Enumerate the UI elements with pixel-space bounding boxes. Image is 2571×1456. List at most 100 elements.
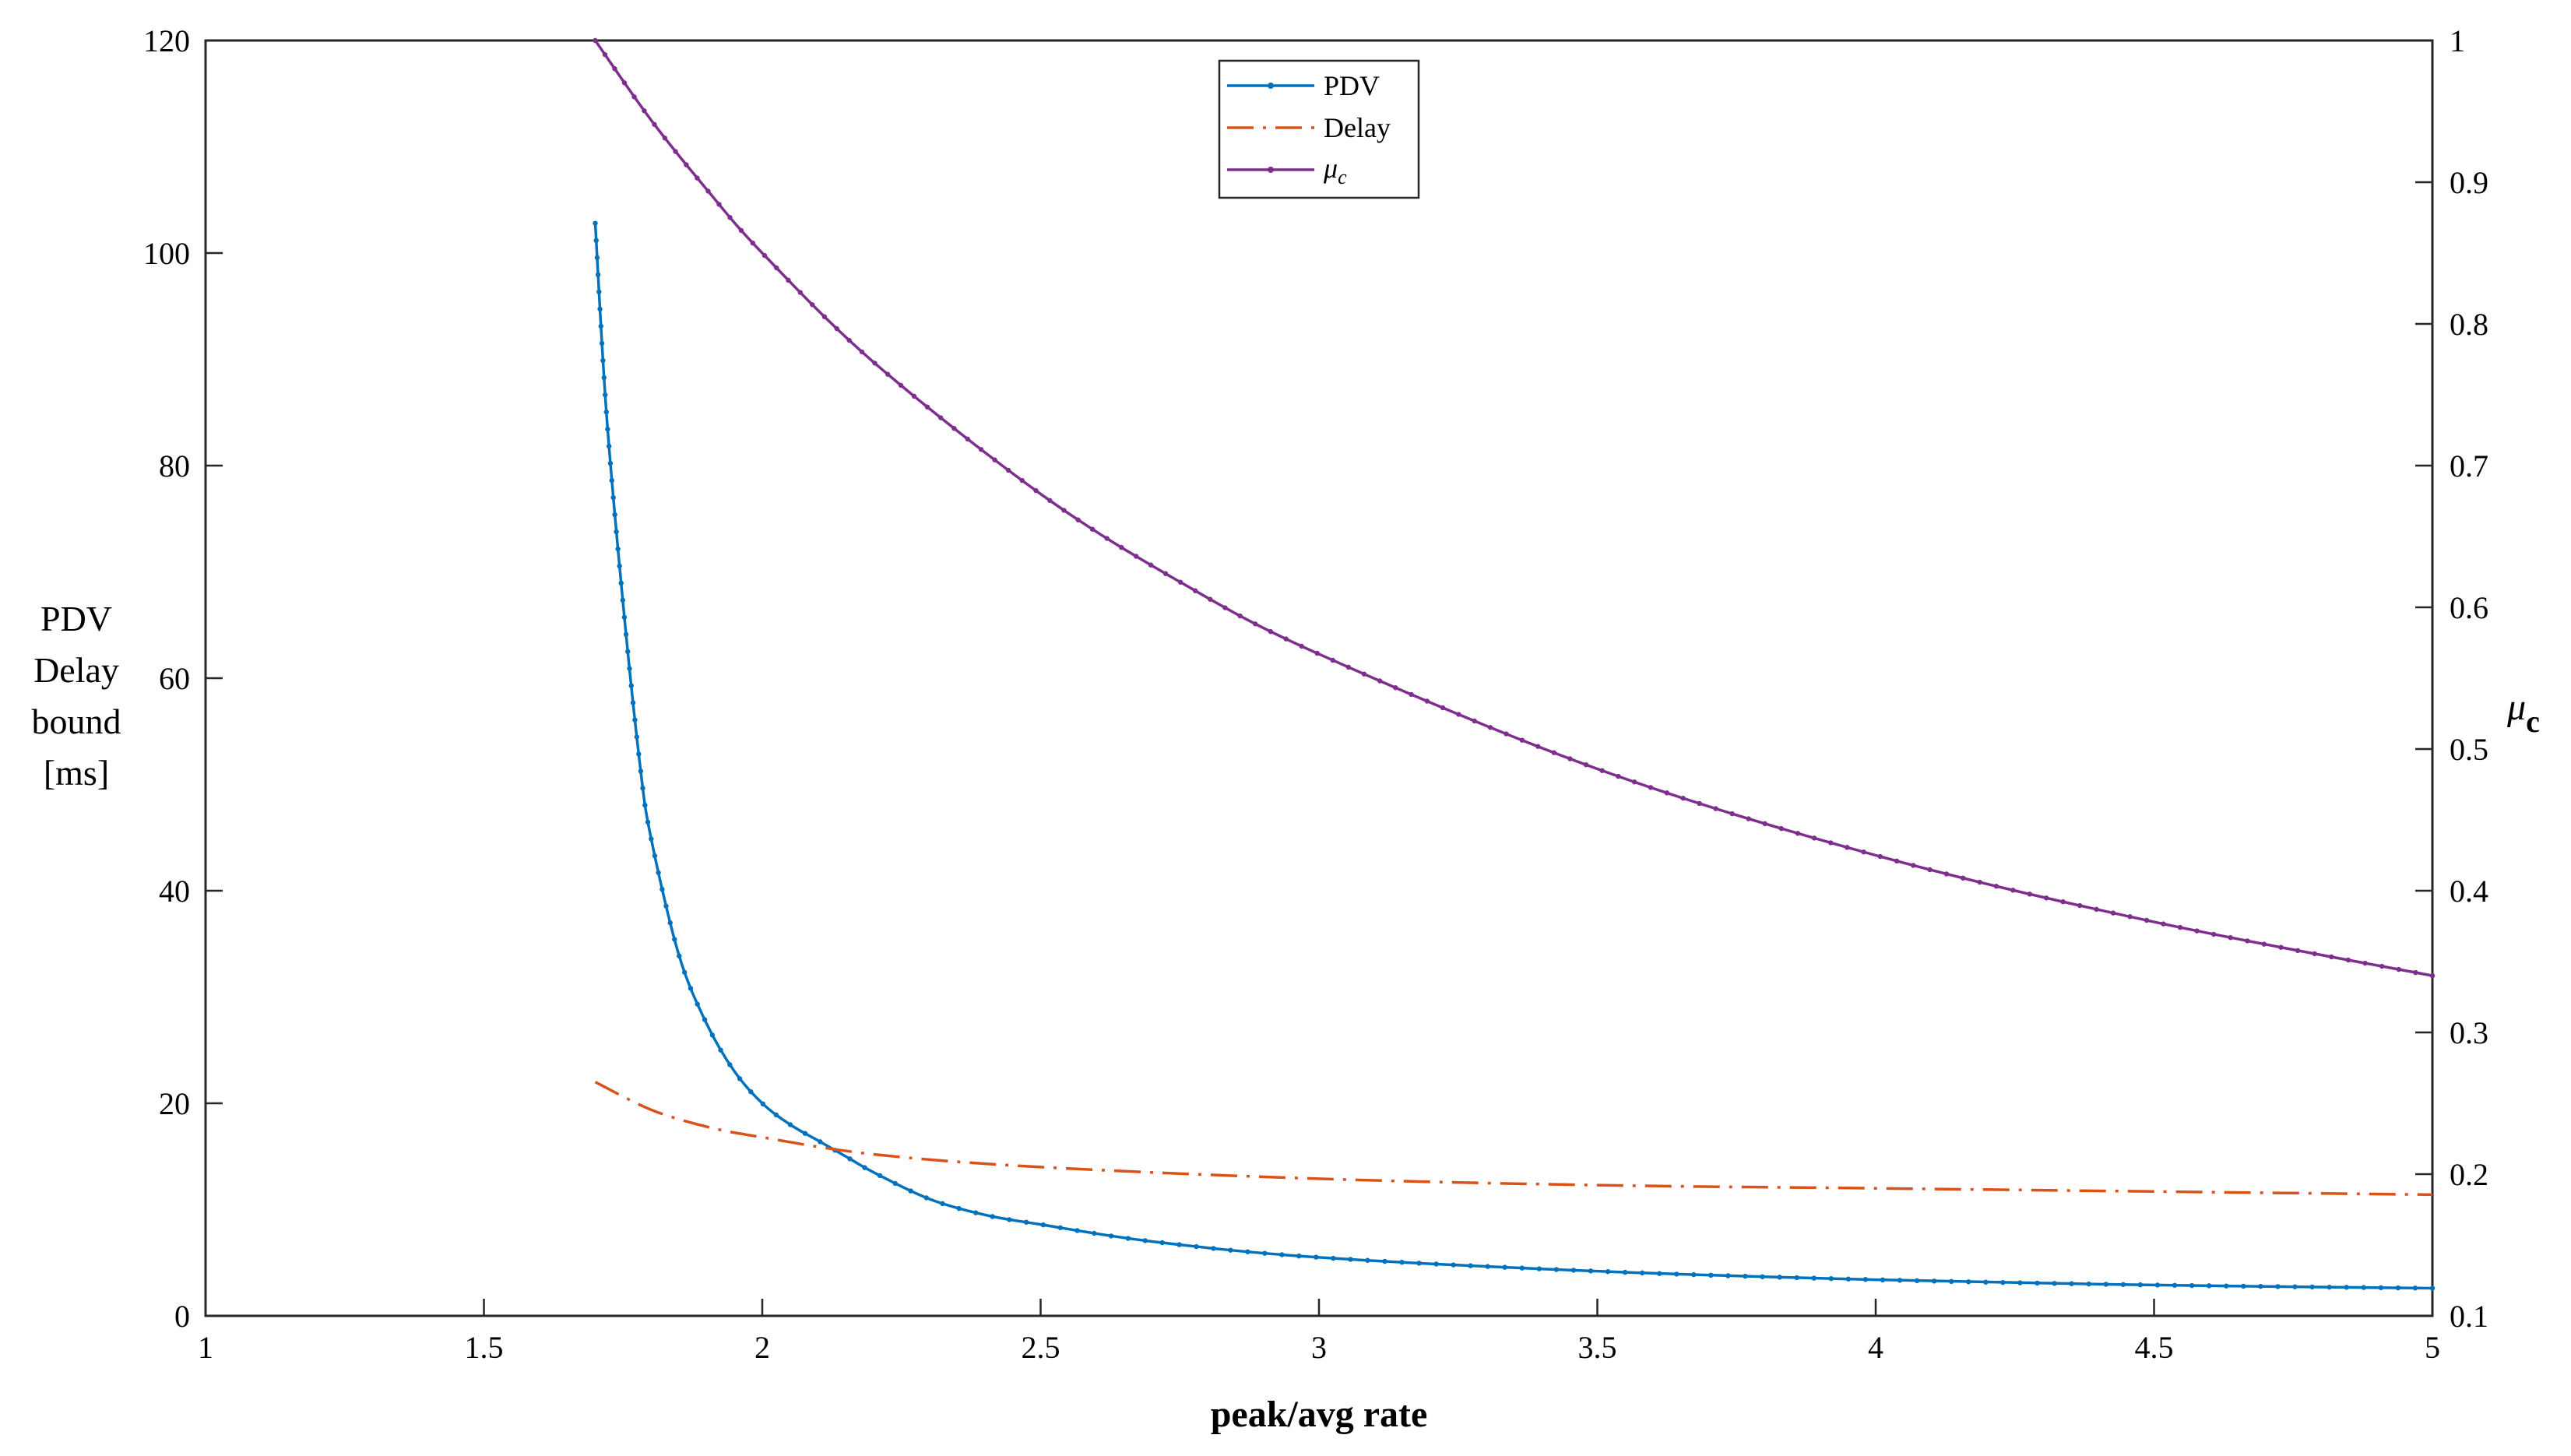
series-marker-mu-c: [642, 108, 647, 114]
series-marker-pdv: [594, 255, 600, 261]
series-marker-pdv: [632, 717, 638, 723]
series-marker-pdv: [601, 375, 607, 381]
series-marker-mu-c: [1299, 643, 1304, 649]
series-marker-mu-c: [2127, 914, 2133, 920]
series-marker-pdv: [2395, 1285, 2401, 1291]
series-marker-pdv: [628, 683, 634, 688]
series-marker-pdv: [1622, 1269, 1628, 1275]
series-marker-pdv: [603, 392, 608, 398]
series-marker-mu-c: [1089, 526, 1096, 532]
series-marker-mu-c: [695, 175, 700, 181]
series-marker-pdv: [2327, 1284, 2332, 1290]
series-marker-pdv: [1674, 1271, 1679, 1277]
series-marker-mu-c: [1519, 737, 1525, 743]
series-marker-pdv: [1176, 1242, 1182, 1247]
series-marker-mu-c: [1047, 498, 1053, 504]
x-axis-title: peak/avg rate: [1211, 1394, 1428, 1435]
series-marker-pdv: [1914, 1278, 1920, 1284]
series-marker-pdv: [1125, 1236, 1131, 1241]
series-marker-mu-c: [1237, 613, 1243, 619]
right-y-tick-label: 0.6: [2450, 590, 2488, 625]
series-marker-pdv: [1331, 1255, 1336, 1261]
series-marker-pdv: [1245, 1249, 1250, 1254]
series-marker-mu-c: [1033, 487, 1039, 494]
series-marker-pdv: [718, 1047, 723, 1053]
series-marker-pdv: [2224, 1283, 2229, 1289]
series-mu-c: [593, 37, 2436, 979]
legend-label-pdv: PDV: [1324, 70, 1380, 101]
series-marker-mu-c: [821, 314, 828, 319]
series-marker-pdv: [688, 986, 694, 991]
series-marker-mu-c: [684, 162, 689, 167]
series-marker-mu-c: [2295, 948, 2301, 954]
series-marker-mu-c: [1811, 835, 1817, 841]
series-line-mu-c: [594, 39, 2433, 977]
series-marker-mu-c: [1504, 731, 1509, 737]
series-marker-mu-c: [1268, 628, 1274, 635]
series-marker-pdv: [597, 306, 603, 312]
series-marker-mu-c: [727, 215, 733, 220]
series-marker-mu-c: [1104, 536, 1110, 541]
series-marker-pdv: [652, 853, 658, 859]
series-marker-pdv: [2120, 1282, 2126, 1287]
series-marker-pdv: [2172, 1282, 2178, 1288]
series-marker-mu-c: [1148, 562, 1154, 568]
series-marker-pdv: [593, 237, 599, 244]
series-marker-pdv: [1057, 1225, 1063, 1230]
series-marker-mu-c: [992, 457, 997, 462]
legend-entry-delay: Delay: [1227, 112, 1391, 143]
right-y-tick-label: 0.9: [2450, 165, 2488, 200]
series-marker-pdv: [862, 1165, 867, 1170]
series-marker-pdv: [1862, 1277, 1869, 1282]
left-y-tick-label: 0: [174, 1299, 190, 1334]
series-marker-mu-c: [602, 51, 608, 58]
series-marker-mu-c: [2329, 954, 2334, 960]
series-marker-pdv: [1536, 1266, 1542, 1271]
series-marker-mu-c: [1927, 867, 1933, 873]
series-marker-mu-c: [1778, 825, 1784, 832]
series-marker-mu-c: [786, 277, 791, 283]
series-marker-pdv: [2429, 1285, 2436, 1291]
series-marker-pdv: [2292, 1284, 2298, 1289]
series-marker-pdv: [2052, 1281, 2057, 1286]
x-axis-ticks: 1 1.5 2 2.5 3 3.5 4 4.5 5: [198, 1299, 2440, 1365]
left-y-tick-label: 80: [159, 448, 190, 484]
series-marker-mu-c: [593, 37, 598, 44]
x-tick-label: 4.5: [2135, 1330, 2174, 1365]
series-marker-mu-c: [1894, 858, 1900, 864]
x-tick-label: 5: [2425, 1330, 2440, 1365]
series-marker-pdv: [1639, 1270, 1645, 1276]
series-marker-pdv: [1348, 1257, 1353, 1262]
series-marker-mu-c: [2210, 931, 2217, 937]
legend-label-mu-symbol: μ: [1323, 153, 1338, 184]
series-marker-pdv: [1399, 1259, 1405, 1265]
series-marker-pdv: [1468, 1263, 1473, 1268]
series-marker-pdv: [595, 272, 601, 278]
series-marker-pdv: [1777, 1275, 1782, 1280]
series-marker-pdv: [972, 1210, 979, 1215]
series-marker-mu-c: [631, 94, 637, 100]
series-marker-pdv: [2275, 1284, 2281, 1289]
series-marker-mu-c: [1061, 508, 1067, 513]
series-marker-pdv: [1570, 1268, 1577, 1273]
series-marker-mu-c: [673, 149, 678, 154]
series-marker-mu-c: [1977, 879, 1982, 885]
series-marker-mu-c: [750, 241, 756, 246]
series-marker-mu-c: [898, 382, 904, 389]
series-marker-pdv: [847, 1156, 853, 1162]
axes-box: [204, 39, 2434, 1317]
series-marker-pdv: [2000, 1279, 2006, 1285]
series-marker-mu-c: [1828, 840, 1834, 846]
series-marker-mu-c: [846, 337, 852, 343]
left-y-tick-label: 60: [159, 661, 190, 696]
x-tick-label: 3.5: [1578, 1330, 1617, 1365]
series-marker-pdv: [1194, 1243, 1199, 1250]
series-marker-pdv: [667, 920, 673, 926]
series-marker-mu-c: [1877, 853, 1883, 860]
series-marker-pdv: [645, 819, 651, 825]
x-tick-label: 1.5: [465, 1330, 504, 1365]
series-marker-pdv: [2378, 1285, 2383, 1291]
series-marker-mu-c: [978, 447, 984, 452]
series-marker-pdv: [605, 426, 610, 432]
series-marker-mu-c: [662, 135, 668, 141]
